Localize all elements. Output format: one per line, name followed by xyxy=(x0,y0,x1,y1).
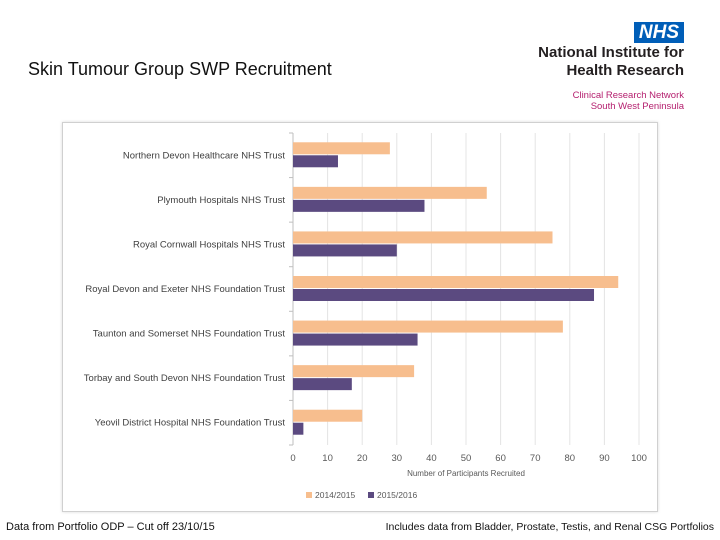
bar-series-2 xyxy=(293,378,352,391)
legend-swatch-2 xyxy=(368,492,374,498)
bar-series-1 xyxy=(293,231,553,244)
category-label: Plymouth Hospitals NHS Trust xyxy=(157,195,285,206)
x-tick-label: 80 xyxy=(565,453,576,464)
bar-series-1 xyxy=(293,186,487,199)
x-tick-label: 70 xyxy=(530,453,541,464)
logo-network-line-1: Clinical Research Network xyxy=(572,90,684,101)
bar-series-2 xyxy=(293,244,397,257)
category-label: Northern Devon Healthcare NHS Trust xyxy=(123,150,285,161)
x-tick-label: 10 xyxy=(322,453,333,464)
x-tick-label: 40 xyxy=(426,453,437,464)
nhs-logo-badge: NHS xyxy=(633,22,684,43)
x-tick-label: 30 xyxy=(392,453,403,464)
bar-series-1 xyxy=(293,276,619,288)
bar-series-1 xyxy=(293,365,415,378)
legend-label-2: 2015/2016 xyxy=(377,490,417,500)
category-label: Royal Cornwall Hospitals NHS Trust xyxy=(133,239,285,250)
bar-series-1 xyxy=(293,142,390,155)
category-label: Royal Devon and Exeter NHS Foundation Tr… xyxy=(85,284,285,295)
bar-series-2 xyxy=(293,155,338,168)
logo-org-line-2: Health Research xyxy=(566,62,684,79)
bar-series-2 xyxy=(293,289,595,301)
bar-series-1 xyxy=(293,320,563,333)
x-axis-title: Number of Participants Recruited xyxy=(407,469,525,478)
category-label: Taunton and Somerset NHS Foundation Trus… xyxy=(93,329,286,340)
x-tick-label: 20 xyxy=(357,453,368,464)
logo-org-line-1: National Institute for xyxy=(538,44,684,61)
x-tick-label: 100 xyxy=(631,453,647,464)
x-tick-label: 90 xyxy=(599,453,610,464)
legend-swatch-1 xyxy=(306,492,312,498)
nihr-logo: NHS National Institute for Health Resear… xyxy=(538,22,684,112)
category-label: Yeovil District Hospital NHS Foundation … xyxy=(95,418,286,429)
chart-frame: Northern Devon Healthcare NHS Trust Plymo… xyxy=(62,122,658,512)
logo-org-name: National Institute for Health Research xyxy=(538,44,684,80)
x-tick-label: 0 xyxy=(290,453,295,464)
bar-series-2 xyxy=(293,422,304,435)
bar-series-1 xyxy=(293,409,363,422)
bar-chart: Northern Devon Healthcare NHS Trust Plymo… xyxy=(84,132,647,500)
bar-series-2 xyxy=(293,333,418,346)
footer-includes-note: Includes data from Bladder, Prostate, Te… xyxy=(385,521,714,533)
logo-network: Clinical Research Network South West Pen… xyxy=(538,90,684,112)
x-tick-label: 60 xyxy=(495,453,506,464)
bar-series-2 xyxy=(293,199,425,212)
logo-network-line-2: South West Peninsula xyxy=(590,101,684,112)
slide-title: Skin Tumour Group SWP Recruitment xyxy=(28,59,332,79)
category-label: Torbay and South Devon NHS Foundation Tr… xyxy=(84,373,286,384)
x-tick-label: 50 xyxy=(461,453,472,464)
footer-data-source: Data from Portfolio ODP – Cut off 23/10/… xyxy=(6,521,215,533)
legend-label-1: 2014/2015 xyxy=(315,490,355,500)
